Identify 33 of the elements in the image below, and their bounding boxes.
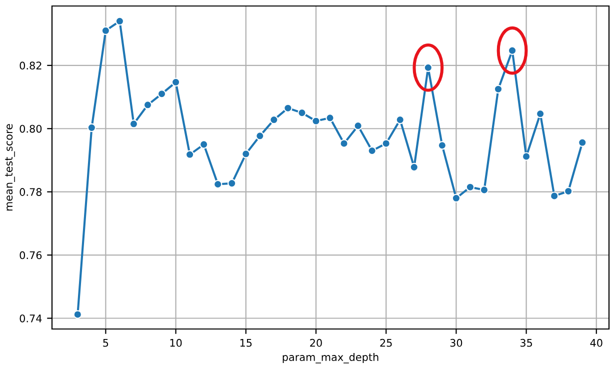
y-tick-label: 0.76	[20, 251, 42, 260]
point	[340, 139, 348, 148]
point	[242, 150, 250, 158]
point	[171, 78, 180, 87]
x-tick-label: 10	[170, 338, 182, 347]
point	[480, 186, 489, 194]
point	[452, 194, 461, 203]
point	[101, 26, 110, 36]
y-axis-title: mean_test_score	[5, 124, 15, 211]
x-tick-label: 30	[450, 338, 462, 347]
y-tick-label: 0.82	[20, 62, 42, 70]
y-tick-label: 0.78	[20, 188, 42, 196]
y-tick-label: 0.80	[20, 124, 42, 133]
point	[424, 63, 433, 72]
point	[326, 114, 334, 122]
y-tick-label: 0.74	[20, 314, 42, 322]
point	[87, 123, 96, 132]
x-tick-label: 15	[240, 339, 252, 347]
x-tick-label: 35	[520, 338, 532, 347]
point	[312, 116, 320, 126]
point	[157, 89, 166, 98]
x-tick-label: 20	[310, 338, 322, 347]
x-tick-label: 25	[380, 338, 392, 347]
point	[284, 104, 292, 112]
point	[199, 140, 208, 149]
point	[256, 132, 264, 140]
point	[270, 115, 278, 124]
x-axis-title: param_max_depth	[282, 352, 378, 364]
x-tick-label: 40	[590, 338, 602, 347]
x-tick-label: 5	[103, 339, 108, 347]
point	[228, 178, 236, 188]
point	[466, 182, 475, 192]
point	[382, 139, 390, 148]
